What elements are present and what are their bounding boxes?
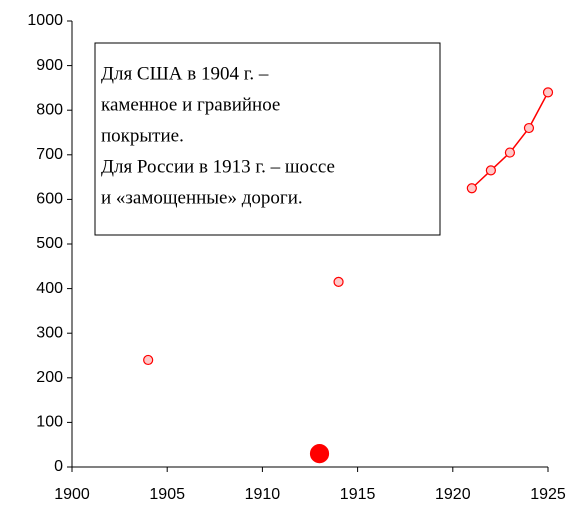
y-tick-label: 200 — [36, 369, 63, 386]
x-tick-label: 1915 — [340, 486, 376, 503]
point — [143, 354, 154, 366]
y-tick-label: 900 — [36, 57, 63, 74]
annotation-line: Для США в 1904 г. – — [101, 63, 269, 84]
point — [485, 165, 496, 176]
y-tick-label: 0 — [54, 458, 63, 475]
point — [523, 122, 535, 134]
y-tick-label: 500 — [36, 235, 63, 252]
y-tick-label: 700 — [36, 146, 63, 163]
y-tick-label: 300 — [36, 324, 63, 341]
y-tick-label: 600 — [36, 191, 63, 208]
y-tick-label: 1000 — [27, 12, 63, 29]
annotation-box — [94, 42, 441, 236]
x-tick-label: 1920 — [435, 486, 471, 503]
x-tick-label: 1925 — [530, 486, 566, 503]
x-tick-label: 1910 — [245, 486, 281, 503]
point — [309, 444, 330, 464]
annotation-line: покрытие. — [101, 125, 184, 146]
point — [542, 87, 554, 98]
y-tick-label: 400 — [36, 280, 63, 297]
series-line — [471, 92, 549, 189]
annotation-line: и «замощенные» дороги. — [101, 187, 303, 208]
annotation-line: Для России в 1913 г. – шоссе — [101, 156, 335, 177]
point — [504, 147, 516, 158]
y-tick-label: 100 — [36, 414, 63, 431]
point — [333, 276, 344, 288]
annotation-line: каменное и гравийное — [101, 94, 280, 115]
x-tick-label: 1900 — [54, 486, 90, 503]
x-tick-label: 1905 — [149, 486, 185, 503]
y-tick-label: 800 — [36, 101, 63, 118]
point — [466, 183, 477, 194]
